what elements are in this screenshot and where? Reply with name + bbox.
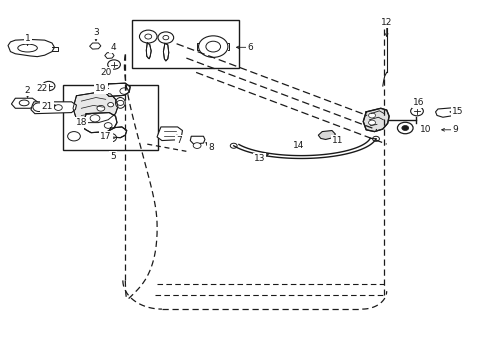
Circle shape: [411, 107, 423, 116]
Circle shape: [397, 122, 413, 134]
Text: 18: 18: [75, 118, 87, 127]
Circle shape: [198, 36, 228, 57]
Polygon shape: [163, 43, 169, 61]
Text: 16: 16: [413, 98, 424, 107]
Circle shape: [140, 30, 157, 43]
Circle shape: [68, 132, 80, 141]
Circle shape: [402, 126, 409, 131]
Polygon shape: [90, 43, 101, 49]
Circle shape: [33, 103, 45, 112]
Circle shape: [105, 134, 117, 142]
Polygon shape: [318, 131, 335, 139]
Text: 9: 9: [452, 125, 458, 134]
Text: 2: 2: [25, 86, 30, 95]
FancyBboxPatch shape: [63, 85, 158, 149]
Circle shape: [117, 100, 124, 105]
Polygon shape: [31, 102, 76, 114]
Polygon shape: [105, 53, 114, 58]
Text: 20: 20: [100, 68, 111, 77]
Polygon shape: [73, 92, 118, 123]
Polygon shape: [11, 98, 37, 108]
Circle shape: [368, 120, 375, 125]
Polygon shape: [107, 127, 127, 138]
Circle shape: [206, 41, 220, 52]
Text: 8: 8: [208, 143, 214, 152]
Polygon shape: [363, 108, 389, 132]
Polygon shape: [157, 127, 182, 140]
Text: 3: 3: [93, 28, 99, 37]
Polygon shape: [147, 43, 151, 59]
Text: 19: 19: [95, 84, 107, 93]
Circle shape: [108, 103, 114, 107]
Ellipse shape: [116, 98, 125, 108]
Polygon shape: [436, 108, 458, 117]
Circle shape: [120, 88, 129, 94]
Ellipse shape: [19, 100, 29, 106]
Circle shape: [104, 123, 112, 129]
Text: 10: 10: [420, 125, 432, 134]
Circle shape: [90, 115, 100, 122]
Circle shape: [108, 60, 121, 69]
Circle shape: [54, 105, 62, 111]
Ellipse shape: [18, 44, 37, 52]
Text: 7: 7: [176, 136, 182, 145]
Text: 6: 6: [247, 43, 253, 52]
Text: 1: 1: [24, 34, 30, 43]
Text: 15: 15: [452, 107, 464, 116]
Text: 14: 14: [293, 141, 304, 150]
Polygon shape: [106, 83, 130, 96]
Text: 22: 22: [37, 84, 48, 93]
Polygon shape: [8, 40, 54, 57]
Circle shape: [42, 81, 55, 91]
Text: 21: 21: [42, 102, 53, 111]
Circle shape: [163, 36, 169, 40]
Circle shape: [193, 143, 201, 148]
Circle shape: [158, 32, 173, 43]
Text: 12: 12: [381, 18, 392, 27]
Circle shape: [372, 136, 379, 141]
Polygon shape: [190, 136, 205, 144]
Text: 5: 5: [110, 152, 116, 161]
Text: 4: 4: [110, 43, 116, 52]
Text: 17: 17: [100, 132, 112, 141]
Circle shape: [97, 105, 105, 111]
Text: 13: 13: [254, 154, 266, 163]
FancyBboxPatch shape: [132, 20, 239, 68]
Text: 11: 11: [332, 136, 343, 145]
Circle shape: [230, 143, 237, 148]
Polygon shape: [84, 113, 117, 133]
Circle shape: [368, 113, 375, 118]
Circle shape: [145, 34, 152, 39]
